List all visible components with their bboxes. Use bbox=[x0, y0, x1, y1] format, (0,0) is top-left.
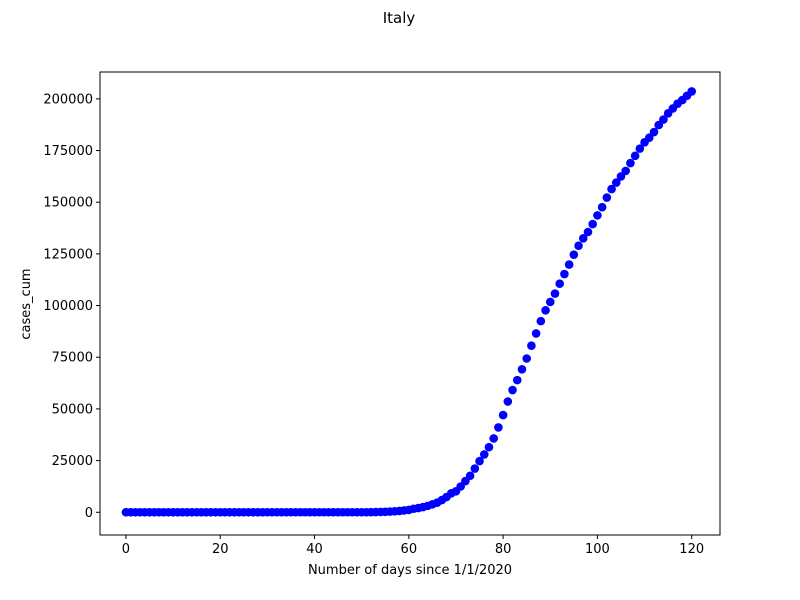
y-tick-label: 25000 bbox=[52, 454, 93, 469]
y-tick-label: 150000 bbox=[43, 196, 93, 211]
data-point bbox=[498, 410, 508, 420]
data-point bbox=[588, 219, 597, 229]
y-axis-ticks: 0 25000 50000 75000 100000 125000 150000 175000… bbox=[43, 92, 100, 521]
data-point bbox=[635, 144, 645, 153]
data-point bbox=[531, 329, 541, 338]
data-point bbox=[593, 211, 602, 220]
y-tick-label: 125000 bbox=[43, 247, 93, 262]
data-point bbox=[621, 166, 631, 176]
data-point bbox=[503, 397, 513, 406]
data-point bbox=[602, 193, 612, 202]
data-point bbox=[626, 158, 635, 168]
x-tick-label: 40 bbox=[306, 542, 323, 557]
data-point bbox=[470, 464, 480, 473]
x-tick-label: 0 bbox=[122, 542, 130, 557]
y-tick-label: 75000 bbox=[52, 351, 93, 366]
data-point bbox=[484, 442, 494, 452]
data-point bbox=[536, 316, 546, 326]
x-axis-ticks: 0 20 40 60 80 100 120 bbox=[122, 535, 704, 557]
data-point bbox=[569, 250, 579, 259]
data-point bbox=[574, 241, 583, 251]
y-tick-label: 0 bbox=[85, 506, 93, 521]
data-point bbox=[611, 178, 621, 187]
x-tick-label: 20 bbox=[212, 542, 229, 557]
x-tick-label: 120 bbox=[679, 542, 704, 557]
data-point bbox=[475, 456, 484, 466]
data-point bbox=[508, 385, 517, 395]
data-point bbox=[522, 354, 531, 363]
data-point bbox=[644, 133, 654, 142]
data-point bbox=[597, 202, 607, 212]
data-point bbox=[489, 434, 498, 443]
data-points bbox=[121, 87, 697, 517]
data-point bbox=[659, 115, 668, 124]
data-point bbox=[512, 375, 522, 385]
x-axis-title: Number of days since 1/1/2020 bbox=[308, 563, 512, 578]
data-point bbox=[545, 297, 555, 307]
data-point bbox=[630, 151, 640, 161]
y-tick-label: 50000 bbox=[52, 402, 93, 417]
data-point bbox=[607, 184, 616, 194]
x-tick-label: 60 bbox=[401, 542, 418, 557]
data-point bbox=[649, 127, 659, 137]
data-point bbox=[560, 269, 569, 279]
data-point bbox=[583, 227, 593, 237]
data-point bbox=[555, 279, 564, 289]
data-point bbox=[517, 364, 527, 374]
data-point bbox=[550, 289, 560, 298]
data-point bbox=[494, 423, 503, 432]
y-tick-label: 175000 bbox=[43, 144, 93, 159]
data-point bbox=[564, 260, 574, 269]
data-point bbox=[578, 233, 588, 243]
data-point bbox=[687, 87, 697, 96]
y-tick-label: 200000 bbox=[43, 92, 93, 107]
plot-area-frame bbox=[99, 71, 721, 536]
data-point bbox=[527, 341, 536, 350]
data-point bbox=[479, 450, 489, 459]
chart-title: Italy bbox=[383, 9, 416, 27]
x-tick-label: 80 bbox=[495, 542, 512, 557]
y-tick-label: 100000 bbox=[43, 299, 93, 314]
data-point bbox=[541, 306, 550, 315]
y-axis-title: cases_cum bbox=[19, 268, 34, 339]
x-tick-label: 100 bbox=[585, 542, 610, 557]
data-point bbox=[465, 471, 475, 481]
